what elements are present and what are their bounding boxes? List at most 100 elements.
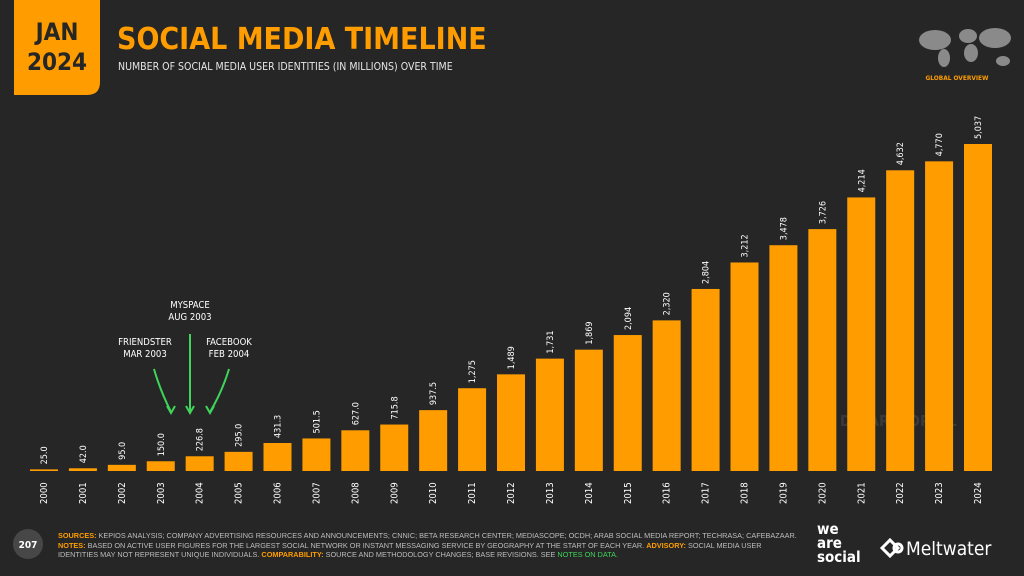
bar <box>691 288 720 471</box>
value-label: 1,731 <box>546 330 556 353</box>
annotation: AUG 2003 <box>168 312 211 323</box>
x-tick-label: 2005 <box>234 482 245 504</box>
x-tick-label: 2013 <box>545 482 556 504</box>
value-label: 95.0 <box>118 442 128 460</box>
value-label: 2,094 <box>624 307 634 330</box>
value-label: 25.0 <box>40 446 50 464</box>
world-map-icon <box>919 28 1011 67</box>
bar <box>497 374 525 471</box>
value-label: 1,489 <box>507 346 517 369</box>
bar <box>30 469 58 471</box>
value-label: 3,478 <box>779 217 789 240</box>
x-tick-label: 2024 <box>973 482 984 504</box>
page-badge <box>13 529 43 559</box>
x-tick-label: 2008 <box>350 482 361 504</box>
x-tick-label: 2021 <box>856 482 867 504</box>
value-label: 715.8 <box>390 396 400 419</box>
page-number: 207 <box>19 540 38 551</box>
x-tick-label: 2017 <box>701 482 712 504</box>
value-label: 2,320 <box>663 292 673 315</box>
label: SOURCES: <box>58 531 97 540</box>
value-label: 3,212 <box>741 234 751 257</box>
brand-line: we <box>817 520 839 538</box>
bar <box>263 443 292 471</box>
bar <box>419 410 448 471</box>
annotation: FRIENDSTER <box>118 337 172 348</box>
section-label: GLOBAL OVERVIEW <box>926 74 990 82</box>
value-label: 150.0 <box>157 433 167 456</box>
bar <box>107 464 136 471</box>
x-tick-label: 2009 <box>389 482 400 504</box>
bar <box>652 320 681 471</box>
value-label: 295.0 <box>235 424 245 447</box>
bar <box>535 358 564 471</box>
x-tick-label: 2015 <box>623 482 634 504</box>
x-tick-label: 2003 <box>156 482 167 504</box>
value-label: 5,037 <box>974 116 984 139</box>
x-tick-label: 2018 <box>740 482 751 504</box>
text: KEPIOS ANALYSIS; COMPANY ADVERTISING RES… <box>98 531 797 540</box>
arrow-head <box>166 405 176 416</box>
annotation: MAR 2003 <box>123 349 167 360</box>
arrow-head <box>205 405 215 416</box>
bar <box>224 451 253 471</box>
x-tick-label: 2004 <box>195 482 206 504</box>
x-tick-label: 2022 <box>895 482 906 504</box>
date-badge <box>14 0 100 95</box>
bar <box>769 245 798 471</box>
bar <box>458 388 487 471</box>
bar <box>730 262 759 471</box>
meltwater-logo: Meltwater <box>906 538 992 560</box>
text: SOCIAL MEDIA USER IDENTITIES MAY NOT REP… <box>58 540 762 560</box>
value-label: 1,275 <box>468 360 478 383</box>
annotation: FEB 2004 <box>209 349 250 360</box>
bar <box>964 144 992 471</box>
text: BASED ON ACTIVE USER FIGURES FOR THE LAR… <box>87 540 645 550</box>
bar <box>380 424 409 471</box>
label: ADVISORY: <box>646 540 686 550</box>
annotation-arrow <box>209 368 230 413</box>
value-label: 501.5 <box>312 410 322 433</box>
bar <box>302 438 331 471</box>
date-year: 2024 <box>27 48 87 76</box>
value-label: 4,632 <box>896 142 906 165</box>
x-tick-label: 2001 <box>78 482 89 504</box>
bar <box>185 456 214 471</box>
x-tick-label: 2020 <box>817 482 828 504</box>
title: SOCIAL MEDIA TIMELINE <box>117 22 487 57</box>
value-label: 4,770 <box>935 133 945 156</box>
value-label: 2,804 <box>702 261 712 284</box>
value-label: 1,869 <box>585 321 595 344</box>
meltwater-icon <box>879 537 904 559</box>
value-label: 3,726 <box>818 201 828 224</box>
value-label: 627.0 <box>351 402 361 425</box>
annotation: FACEBOOK <box>206 337 252 348</box>
bar <box>847 197 876 471</box>
bar <box>68 468 97 471</box>
value-label: 4,214 <box>857 169 867 192</box>
x-tick-label: 2007 <box>311 482 322 504</box>
label: COMPARABILITY: <box>261 550 324 560</box>
value-label: 226.8 <box>196 428 206 451</box>
x-tick-label: 2002 <box>117 482 128 504</box>
x-tick-label: 2023 <box>934 482 945 504</box>
text: SOURCE AND METHODOLOGY CHANGES; BASE REV… <box>325 550 556 560</box>
footnotes: SOURCES: KEPIOS ANALYSIS; COMPANY ADVERT… <box>58 531 798 560</box>
bar <box>925 161 954 471</box>
subtitle: NUMBER OF SOCIAL MEDIA USER IDENTITIES (… <box>118 61 453 73</box>
x-tick-label: 2011 <box>467 482 478 504</box>
x-tick-label: 2019 <box>778 482 789 504</box>
brand-line: are <box>817 534 842 552</box>
x-tick-label: 2016 <box>662 482 673 504</box>
annotation: MYSPACE <box>170 300 210 311</box>
x-tick-label: 2010 <box>428 482 439 504</box>
x-tick-label: 2012 <box>506 482 517 504</box>
value-label: 42.0 <box>79 445 89 463</box>
value-label: 431.3 <box>274 415 284 438</box>
bar <box>808 229 837 471</box>
chart: DATAREPORTAL25.0200042.0200195.02002150.… <box>30 116 992 504</box>
annotation-arrow <box>153 368 172 413</box>
link[interactable]: NOTES ON DATA. <box>557 550 618 560</box>
